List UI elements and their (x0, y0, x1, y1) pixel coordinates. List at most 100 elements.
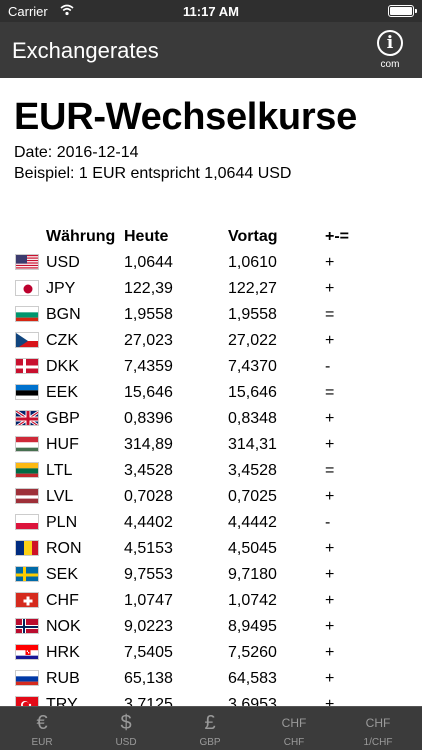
rate-today: 15,646 (124, 384, 173, 401)
info-button[interactable]: i com (372, 28, 408, 76)
rate-trend: + (325, 592, 335, 609)
nav-bar: Exchangerates i com (0, 22, 422, 78)
currency-code: DKK (46, 358, 79, 375)
rate-previous: 64,583 (228, 670, 277, 687)
rate-trend: + (325, 436, 335, 453)
rate-trend: + (325, 618, 335, 635)
rate-today: 1,9558 (124, 306, 173, 323)
rate-today: 9,7553 (124, 566, 173, 583)
dk-flag-icon (15, 358, 39, 374)
rate-trend: + (325, 540, 335, 557)
table-body: USD 1,0644 1,0610 + JPY 122,39 122,27 + BGN 1,955… (0, 250, 422, 718)
rate-trend: = (325, 306, 335, 323)
ro-flag-icon (15, 540, 39, 556)
rate-trend: + (325, 410, 335, 427)
rate-today: 7,5405 (124, 644, 173, 661)
lt-flag-icon (15, 462, 39, 478)
tab-bar: € EUR $ USD £ GBP CHF CHF CHF 1/CHF (0, 706, 422, 750)
lv-flag-icon (15, 488, 39, 504)
table-row: LVL 0,7028 0,7025 + (0, 484, 422, 510)
table-row: BGN 1,9558 1,9558 = (0, 302, 422, 328)
table-row: RON 4,5153 4,5045 + (0, 536, 422, 562)
tab-inverse-chf-label: 1/CHF (363, 737, 393, 748)
header-trend: +-= (325, 228, 350, 245)
rate-previous: 4,4442 (228, 514, 277, 531)
pl-flag-icon (15, 514, 39, 530)
currency-code: CHF (46, 592, 79, 609)
tab-chf[interactable]: CHF CHF (252, 707, 336, 750)
ru-flag-icon (15, 670, 39, 686)
table-row: CHF 1,0747 1,0742 + (0, 588, 422, 614)
tab-chf-label: CHF (283, 737, 305, 748)
rate-trend: + (325, 280, 335, 297)
rate-trend: + (325, 670, 335, 687)
rate-trend: + (325, 332, 335, 349)
rate-previous: 7,5260 (228, 644, 277, 661)
tab-gbp[interactable]: £ GBP (168, 707, 252, 750)
rate-today: 7,4359 (124, 358, 173, 375)
us-flag-icon (15, 254, 39, 270)
rate-previous: 122,27 (228, 280, 277, 297)
rate-trend: + (325, 644, 335, 661)
rate-today: 0,8396 (124, 410, 173, 427)
rate-today: 27,023 (124, 332, 173, 349)
rate-trend: - (325, 358, 331, 375)
chf-icon: CHF (281, 716, 307, 730)
header-currency: Währung (46, 228, 116, 245)
bg-flag-icon (15, 306, 39, 322)
table-header: Währung Heute Vortag +-= (0, 226, 422, 250)
rate-previous: 1,9558 (228, 306, 277, 323)
status-bar: Carrier 11:17 AM (0, 0, 422, 22)
chf-inverse-icon: CHF (365, 716, 391, 730)
currency-code: LTL (46, 462, 73, 479)
pound-icon: £ (204, 712, 216, 734)
rate-previous: 0,8348 (228, 410, 277, 427)
cz-flag-icon (15, 332, 39, 348)
table-row: HRK 7,5405 7,5260 + (0, 640, 422, 666)
table-row: EEK 15,646 15,646 = (0, 380, 422, 406)
currency-code: GBP (46, 410, 80, 427)
currency-code: SEK (46, 566, 79, 583)
table-row: CZK 27,023 27,022 + (0, 328, 422, 354)
ee-flag-icon (15, 384, 39, 400)
rate-previous: 7,4370 (228, 358, 277, 375)
rate-today: 4,4402 (124, 514, 173, 531)
rate-today: 4,5153 (124, 540, 173, 557)
tab-eur[interactable]: € EUR (0, 707, 84, 750)
rate-today: 3,4528 (124, 462, 173, 479)
table-row: USD 1,0644 1,0610 + (0, 250, 422, 276)
rate-previous: 1,0610 (228, 254, 277, 271)
table-row: DKK 7,4359 7,4370 - (0, 354, 422, 380)
rate-trend: - (325, 514, 331, 531)
rate-trend: = (325, 384, 335, 401)
table-row: NOK 9,0223 8,9495 + (0, 614, 422, 640)
currency-code: RUB (46, 670, 80, 687)
currency-code: HRK (46, 644, 80, 661)
tab-inverse-chf[interactable]: CHF 1/CHF (336, 707, 420, 750)
info-icon: i (377, 30, 403, 56)
rate-previous: 314,31 (228, 436, 277, 453)
hr-flag-icon (15, 644, 39, 660)
rate-today: 9,0223 (124, 618, 173, 635)
table-row: PLN 4,4402 4,4442 - (0, 510, 422, 536)
rate-trend: + (325, 696, 335, 713)
hu-flag-icon (15, 436, 39, 452)
currency-code: USD (46, 254, 80, 271)
status-time: 11:17 AM (183, 4, 239, 19)
currency-code: JPY (46, 280, 76, 297)
info-label: com (380, 59, 400, 70)
currency-code: CZK (46, 332, 78, 349)
tab-usd[interactable]: $ USD (84, 707, 168, 750)
rate-previous: 0,7025 (228, 488, 277, 505)
se-flag-icon (15, 566, 39, 582)
rate-today: 122,39 (124, 280, 173, 297)
carrier-label: Carrier (8, 4, 48, 19)
tab-eur-label: EUR (31, 737, 53, 748)
table-row: SEK 9,7553 9,7180 + (0, 562, 422, 588)
currency-code: PLN (46, 514, 78, 531)
rate-trend: = (325, 462, 335, 479)
table-row: LTL 3,4528 3,4528 = (0, 458, 422, 484)
rate-previous: 1,0742 (228, 592, 277, 609)
table-row: JPY 122,39 122,27 + (0, 276, 422, 302)
rate-today: 1,0644 (124, 254, 173, 271)
